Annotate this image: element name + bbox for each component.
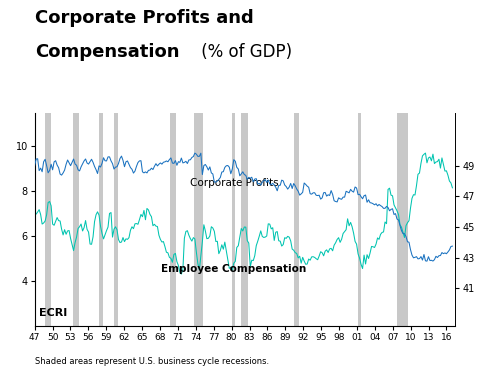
Bar [232, 112, 235, 326]
Text: Corporate Profits: Corporate Profits [190, 178, 279, 188]
Bar [195, 112, 203, 326]
Text: Corporate Profits and: Corporate Profits and [35, 9, 253, 27]
Text: Employee Compensation: Employee Compensation [161, 264, 306, 273]
Text: (% of GDP): (% of GDP) [196, 43, 292, 61]
Bar [397, 112, 408, 326]
Text: ECRI: ECRI [39, 308, 67, 318]
Text: Shaded areas represent U.S. business cycle recessions.: Shaded areas represent U.S. business cyc… [35, 357, 269, 366]
Bar [99, 112, 103, 326]
Bar [294, 112, 299, 326]
Bar [45, 112, 51, 326]
Bar [114, 112, 118, 326]
Bar [241, 112, 248, 326]
Bar [358, 112, 361, 326]
Bar [73, 112, 79, 326]
Text: Compensation: Compensation [35, 43, 179, 61]
Bar [170, 112, 176, 326]
